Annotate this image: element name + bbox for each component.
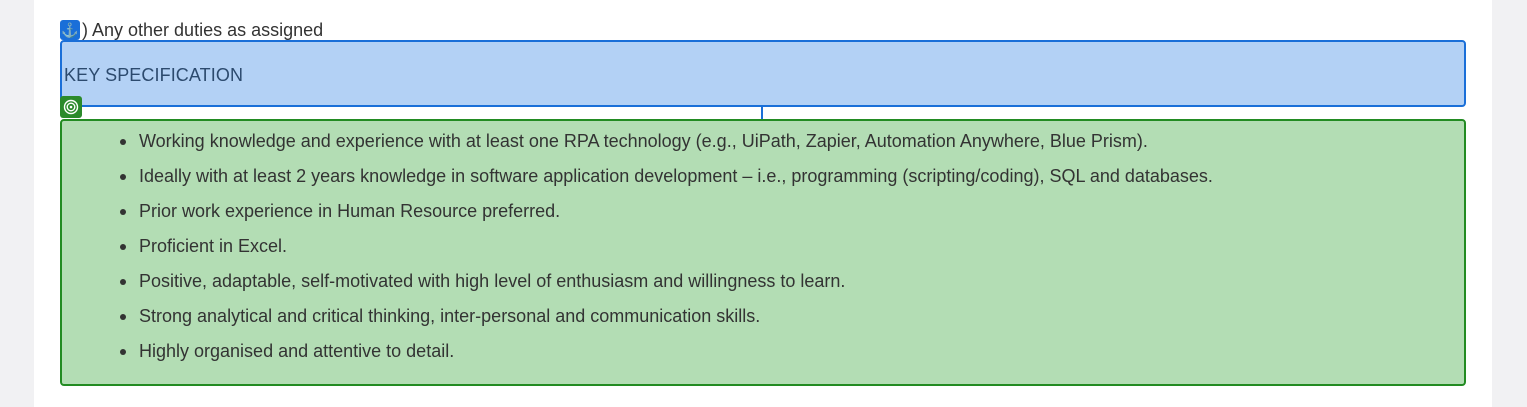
list-item: Highly organised and attentive to detail… — [120, 341, 1213, 376]
list-item-text: Working knowledge and experience with at… — [139, 131, 1148, 151]
list-item: Strong analytical and critical thinking,… — [120, 306, 1213, 341]
bullet — [120, 139, 126, 145]
previous-list-item: ⚓ ) Any other duties as assigned — [60, 19, 323, 41]
list-item: Working knowledge and experience with at… — [120, 131, 1213, 166]
list-item: Prior work experience in Human Resource … — [120, 201, 1213, 236]
list-item: Ideally with at least 2 years knowledge … — [120, 166, 1213, 201]
list-item-text: Prior work experience in Human Resource … — [139, 201, 561, 221]
list-item: Positive, adaptable, self-motivated with… — [120, 271, 1213, 306]
list-item-text: Highly organised and attentive to detail… — [139, 341, 455, 361]
block-connector — [761, 105, 763, 121]
key-specification-heading-block[interactable]: KEY SPECIFICATION — [60, 40, 1466, 107]
bullet — [120, 174, 126, 180]
list-item-text: Proficient in Excel. — [139, 236, 288, 256]
bullet — [120, 349, 126, 355]
bullet — [120, 209, 126, 215]
bullet — [120, 279, 126, 285]
heading-text: KEY SPECIFICATION — [64, 65, 244, 85]
specification-list: Working knowledge and experience with at… — [62, 131, 1213, 376]
key-specification-list-block[interactable]: Working knowledge and experience with at… — [60, 119, 1466, 386]
bullet — [120, 244, 126, 250]
bullet — [120, 314, 126, 320]
target-icon[interactable] — [60, 96, 82, 118]
list-item-text: Positive, adaptable, self-motivated with… — [139, 271, 846, 291]
previous-item-text: ) Any other duties as assigned — [82, 19, 324, 40]
list-item-text: Strong analytical and critical thinking,… — [139, 306, 761, 326]
list-item: Proficient in Excel. — [120, 236, 1213, 271]
anchor-icon[interactable]: ⚓ — [60, 20, 80, 40]
list-item-text: Ideally with at least 2 years knowledge … — [139, 166, 1213, 186]
